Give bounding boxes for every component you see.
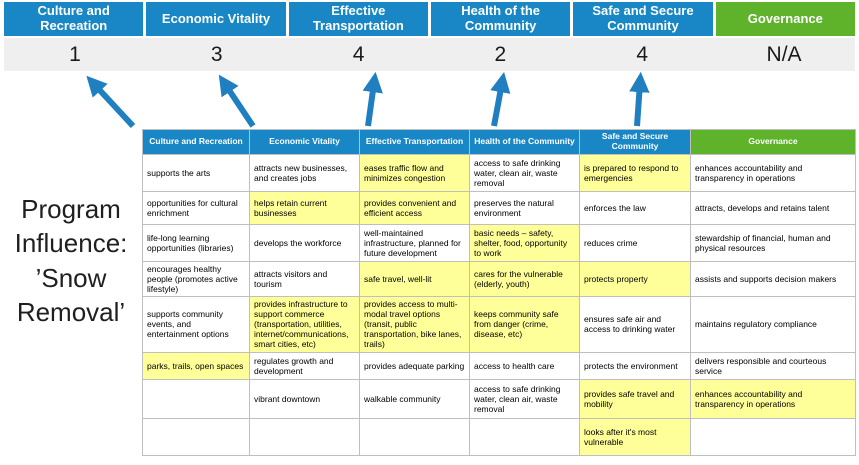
score-value-safe-and-secure-community: 4 <box>636 42 649 66</box>
matrix-cell: assists and supports decision makers <box>690 260 856 297</box>
table-row: supports community events, and entertain… <box>142 295 856 353</box>
matrix-cell: regulates growth and development <box>249 351 360 380</box>
pillar-header-governance: Governance <box>715 2 855 36</box>
matrix-cell-highlighted: enhances accountability and transparency… <box>690 378 856 419</box>
arrow-up-icon-2 <box>218 74 256 128</box>
score-value-effective-transportation: 4 <box>352 42 365 66</box>
matrix-cell: vibrant downtown <box>249 378 360 419</box>
matrix-cell: supports community events, and entertain… <box>142 295 250 353</box>
pillar-header-culture-and-recreation: Culture and Recreation <box>4 2 144 36</box>
matrix-cell: ensures safe air and access to drinking … <box>579 295 691 353</box>
matrix-column-header-3: Effective Transportation <box>359 129 470 155</box>
pillar-header-health-of-the-community: Health of the Community <box>430 2 571 36</box>
table-row: parks, trails, open spaces regulates grow… <box>142 351 856 380</box>
pillar-header-safe-and-secure-community: Safe and Secure Community <box>573 2 713 36</box>
matrix-cell: access to safe drinking water, clean air… <box>469 378 580 419</box>
matrix-cell <box>142 417 250 456</box>
matrix-column-header-5: Safe and Secure Community <box>579 129 691 155</box>
matrix-cell-highlighted: protects property <box>579 260 691 297</box>
matrix-cell: develops the workforce <box>249 223 360 262</box>
matrix-cell: delivers responsible and courteous servi… <box>690 351 856 380</box>
matrix-column-header-1: Culture and Recreation <box>142 129 250 155</box>
matrix-cell-highlighted: provides safe travel and mobility <box>579 378 691 419</box>
matrix-cell-highlighted: provides access to multi-modal travel op… <box>359 295 470 353</box>
score-band: 1 3 4 2 4 N/A <box>4 38 855 71</box>
matrix-cell: reduces crime <box>579 223 691 262</box>
matrix-cell: access to health care <box>469 351 580 380</box>
score-value-culture-and-recreation: 1 <box>69 42 81 66</box>
matrix-header-row: Culture and Recreation Economic Vitality E… <box>142 129 856 155</box>
matrix-cell: enhances accountability and transparency… <box>690 153 856 192</box>
pillar-header-economic-vitality: Economic Vitality <box>146 2 286 36</box>
influence-arrows <box>86 72 650 128</box>
matrix-cell: enforces the law <box>579 190 691 225</box>
table-row: vibrant downtown walkable community access… <box>142 378 856 419</box>
matrix-cell: maintains regulatory compliance <box>690 295 856 353</box>
matrix-cell <box>690 417 856 456</box>
arrow-up-icon-5 <box>629 72 650 127</box>
matrix-column-header-4: Health of the Community <box>469 129 580 155</box>
matrix-cell-highlighted: safe travel, well-lit <box>359 260 470 297</box>
matrix-cell: access to safe drinking water, clean air… <box>469 153 580 192</box>
matrix-cell: well-maintained infrastructure, planned … <box>359 223 470 262</box>
matrix-cell-highlighted: basic needs – safety, shelter, food, opp… <box>469 223 580 262</box>
score-value-health-of-the-community: 2 <box>494 42 507 66</box>
arrow-up-icon-1 <box>86 75 136 128</box>
matrix-cell: preserves the natural environment <box>469 190 580 225</box>
matrix-cell: life-long learning opportunities (librar… <box>142 223 250 262</box>
table-row: opportunities for cultural enrichment hel… <box>142 190 856 225</box>
matrix-cell-highlighted: eases traffic flow and minimizes congest… <box>359 153 470 192</box>
matrix-cell-highlighted: keeps community safe from danger (crime,… <box>469 295 580 353</box>
table-row: encourages healthy people (promotes acti… <box>142 260 856 297</box>
matrix-cell: walkable community <box>359 378 470 419</box>
matrix-cell: attracts new businesses, and creates job… <box>249 153 360 192</box>
matrix-cell: opportunities for cultural enrichment <box>142 190 250 225</box>
matrix-cell <box>469 417 580 456</box>
table-row: supports the arts attracts new businesses… <box>142 153 856 192</box>
program-influence-label: Program Influence: ’Snow Removal’ <box>14 194 128 327</box>
matrix-cell-highlighted: helps retain current businesses <box>249 190 360 225</box>
table-row: life-long learning opportunities (librar… <box>142 223 856 262</box>
matrix-cell <box>142 378 250 419</box>
matrix-cell: supports the arts <box>142 153 250 192</box>
influence-matrix-table: Culture and Recreation Economic Vitality E… <box>142 129 856 456</box>
matrix-cell: protects the environment <box>579 351 691 380</box>
matrix-cell: attracts visitors and tourism <box>249 260 360 297</box>
pillar-header-band: Culture and Recreation Economic Vitality… <box>4 2 855 36</box>
matrix-cell: attracts, develops and retains talent <box>690 190 856 225</box>
matrix-cell-highlighted: cares for the vulnerable (elderly, youth… <box>469 260 580 297</box>
matrix-cell: encourages healthy people (promotes acti… <box>142 260 250 297</box>
score-value-economic-vitality: 3 <box>210 42 223 66</box>
matrix-cell-highlighted: provides infrastructure to support comme… <box>249 295 360 353</box>
matrix-column-header-6: Governance <box>690 129 856 155</box>
matrix-cell <box>359 417 470 456</box>
pillar-header-effective-transportation: Effective Transportation <box>288 2 428 36</box>
matrix-cell-highlighted: is prepared to respond to emergencies <box>579 153 691 192</box>
matrix-column-header-2: Economic Vitality <box>249 129 360 155</box>
matrix-cell-highlighted: parks, trails, open spaces <box>142 351 250 380</box>
matrix-cell-highlighted: looks after it's most vulnerable <box>579 417 691 456</box>
arrow-up-icon-4 <box>490 72 511 127</box>
table-row: looks after it's most vulnerable <box>142 417 856 456</box>
score-value-governance: N/A <box>766 42 802 66</box>
matrix-cell: stewardship of financial, human and phys… <box>690 223 856 262</box>
arrow-up-icon-3 <box>362 72 383 127</box>
matrix-cell <box>249 417 360 456</box>
matrix-cell: provides adequate parking <box>359 351 470 380</box>
matrix-cell-highlighted: provides convenient and efficient access <box>359 190 470 225</box>
